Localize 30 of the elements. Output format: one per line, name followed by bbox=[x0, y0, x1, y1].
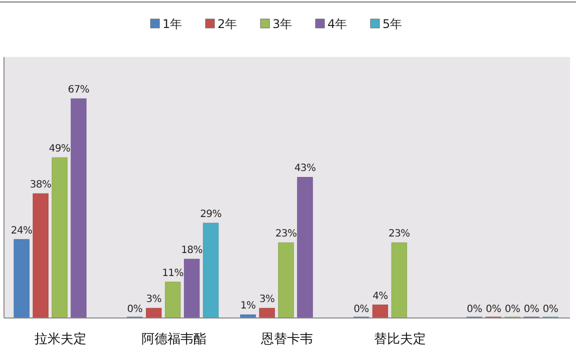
data-label: 38% bbox=[30, 180, 52, 191]
x-tick-label: 阿德福韦酯 bbox=[141, 332, 206, 347]
data-label: 49% bbox=[48, 144, 70, 155]
legend-label: 3年 bbox=[272, 17, 292, 31]
data-label: 67% bbox=[68, 84, 90, 96]
legend-label: 1年 bbox=[162, 17, 182, 31]
data-label: 0% bbox=[542, 304, 558, 315]
data-label: 0% bbox=[354, 304, 369, 315]
data-label: 3% bbox=[146, 294, 162, 306]
data-label: 29% bbox=[200, 209, 222, 220]
x-tick-label: 恩替卡韦 bbox=[260, 332, 313, 347]
data-label: 0% bbox=[486, 304, 502, 315]
data-label: 18% bbox=[181, 245, 202, 256]
x-tick-label: 拉米夫定 bbox=[34, 332, 87, 347]
legend-label: 5年 bbox=[382, 17, 402, 31]
data-label: 43% bbox=[294, 163, 316, 174]
data-label: 1% bbox=[240, 300, 256, 312]
data-label: 11% bbox=[162, 268, 184, 279]
data-label: 23% bbox=[388, 228, 410, 240]
legend-label: 4年 bbox=[328, 17, 348, 31]
data-label: 0% bbox=[504, 304, 520, 315]
data-label: 4% bbox=[372, 290, 388, 302]
data-label: 23% bbox=[275, 228, 297, 240]
data-label: 24% bbox=[10, 225, 32, 236]
x-tick-label: 替比夫定 bbox=[374, 332, 426, 347]
data-label: 0% bbox=[524, 304, 540, 315]
legend-label: 2年 bbox=[218, 17, 238, 31]
data-label: 0% bbox=[127, 304, 142, 315]
data-label: 0% bbox=[466, 304, 482, 315]
data-label: 3% bbox=[259, 294, 275, 306]
